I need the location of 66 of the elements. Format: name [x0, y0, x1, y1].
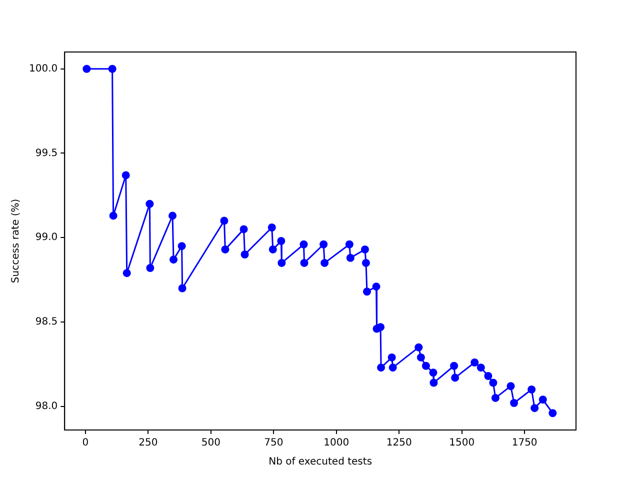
point: [476, 364, 485, 372]
point: [429, 368, 438, 377]
x-tick-label: 1500: [449, 438, 475, 449]
point: [178, 284, 186, 292]
point: [484, 372, 492, 380]
point: [376, 323, 385, 332]
point: [170, 256, 178, 264]
point: [470, 358, 479, 366]
y-tick-label: 99.0: [35, 232, 58, 244]
y-tick-label: 100.0: [28, 63, 58, 74]
point: [278, 258, 286, 267]
point: [422, 362, 430, 370]
x-axis-title: Nb of executed tests: [268, 456, 372, 468]
point: [108, 64, 116, 73]
y-axis-title: Success rate (%): [10, 198, 22, 284]
point: [346, 254, 354, 262]
point: [122, 171, 130, 180]
point: [168, 212, 177, 220]
y-tick-label: 98.0: [35, 400, 58, 412]
point: [178, 242, 186, 250]
point: [451, 374, 460, 382]
point: [414, 343, 423, 352]
point: [345, 240, 354, 248]
point: [268, 245, 277, 254]
point: [548, 409, 557, 418]
point: [450, 362, 458, 370]
point: [489, 378, 498, 387]
y-tick-label: 99.5: [35, 148, 58, 159]
point: [300, 258, 308, 267]
point: [510, 399, 518, 407]
x-tick-label: 1750: [512, 438, 538, 449]
point: [122, 269, 131, 278]
x-tick-label: 750: [264, 438, 284, 449]
point: [221, 245, 230, 254]
point: [528, 386, 536, 394]
y-tick-label: 98.5: [35, 316, 58, 328]
x-tick-label: 250: [138, 438, 158, 449]
x-tick-label: 1250: [386, 438, 412, 449]
point: [320, 258, 329, 267]
point: [240, 225, 248, 234]
x-tick-label: 0: [82, 438, 89, 449]
point: [372, 282, 380, 291]
point: [146, 200, 154, 208]
point: [240, 250, 249, 258]
point: [268, 224, 276, 232]
point: [146, 264, 154, 272]
point: [320, 240, 328, 248]
point: [109, 212, 118, 220]
point: [362, 288, 371, 296]
point: [416, 353, 425, 362]
point: [360, 245, 369, 254]
point: [388, 353, 396, 362]
point: [430, 378, 438, 387]
point: [388, 364, 397, 372]
point: [220, 216, 228, 225]
point: [506, 382, 515, 390]
point: [530, 404, 539, 412]
point: [277, 237, 286, 245]
x-tick-label: 1000: [324, 438, 350, 449]
point: [377, 364, 386, 372]
point: [491, 394, 500, 402]
point: [362, 258, 370, 267]
point: [82, 64, 91, 73]
point: [538, 396, 547, 404]
point: [300, 240, 308, 248]
x-tick-label: 500: [201, 438, 220, 449]
